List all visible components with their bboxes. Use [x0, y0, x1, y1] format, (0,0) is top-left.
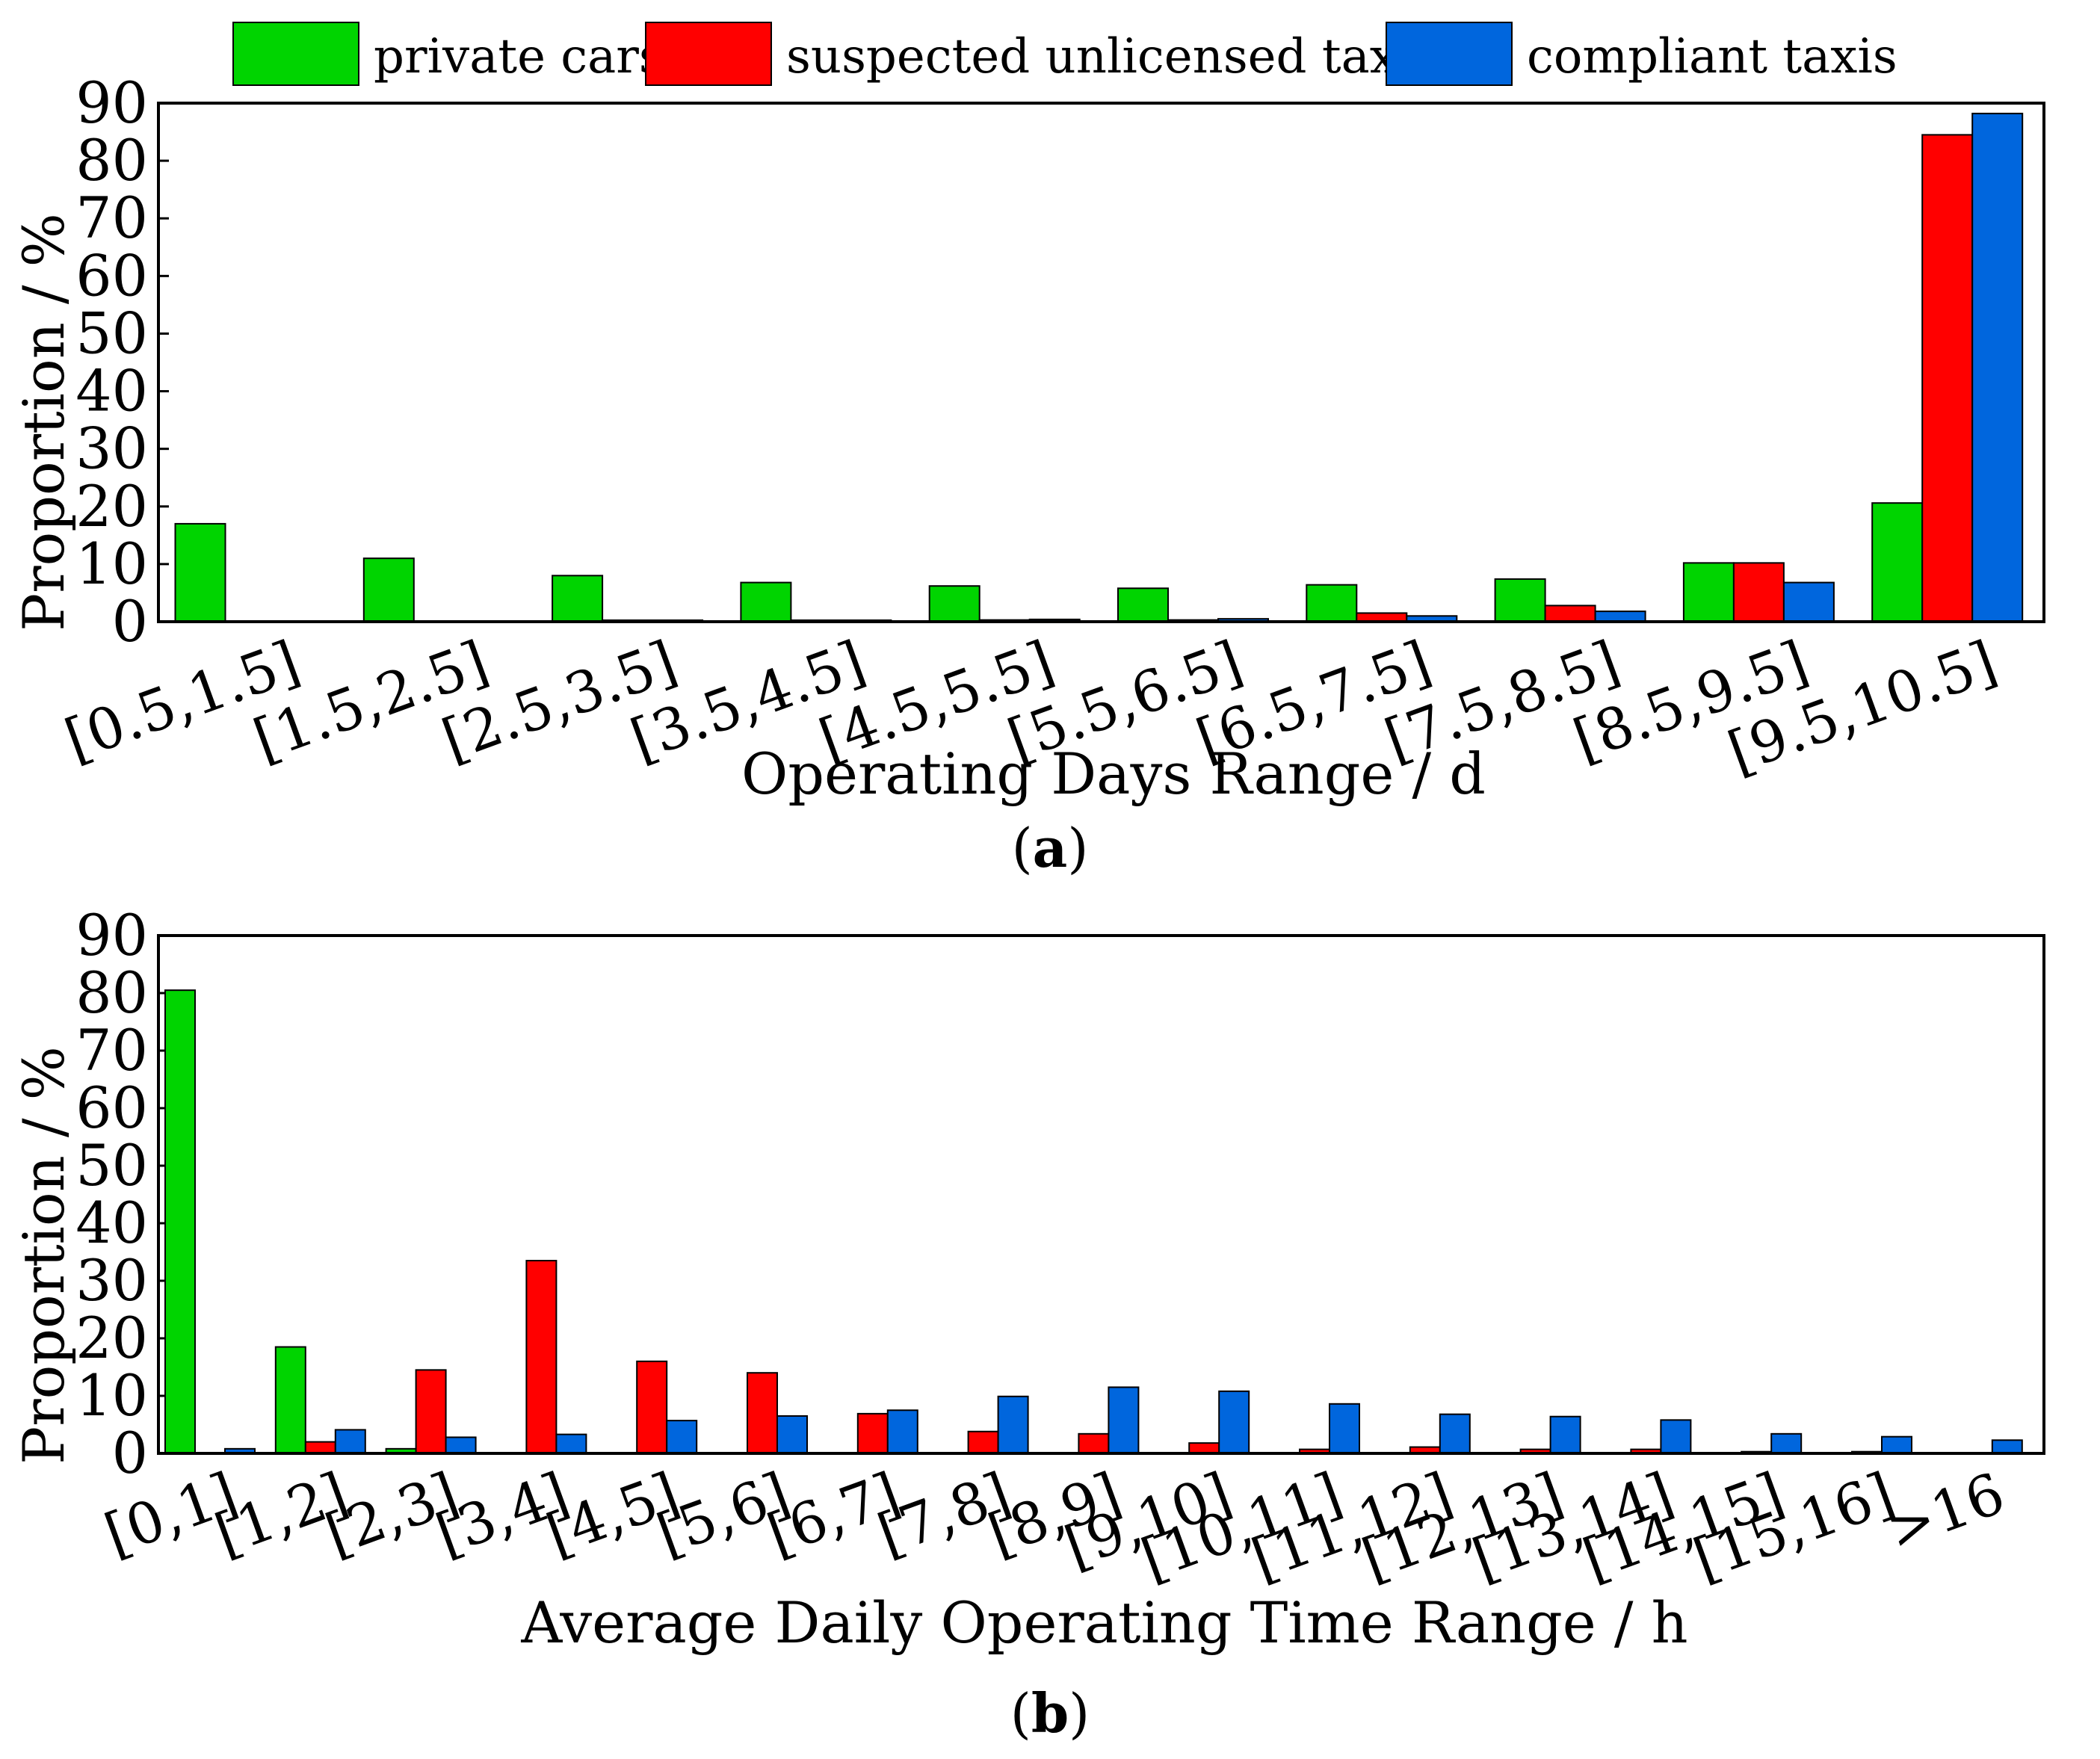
y-axis-label-b: Proportion / % — [10, 1046, 77, 1465]
bar-suspected-unlicensed-taxis — [1732, 562, 1785, 623]
y-tick-label: 40 — [75, 358, 148, 424]
bar-compliant-taxis — [1549, 1415, 1581, 1454]
y-tick-label: 90 — [75, 902, 148, 968]
x-tick-label: >16 — [1877, 1459, 2013, 1562]
y-tick-label: 20 — [75, 473, 148, 540]
y-tick-label: 70 — [75, 1017, 148, 1083]
panel-label-a: (a) — [1012, 816, 1089, 880]
legend-item-suspected-unlicensed-taxis: suspected unlicensed taxis — [645, 22, 1436, 86]
bar-private-cars — [928, 585, 980, 622]
axis-frame — [157, 934, 2045, 1455]
bar-suspected-unlicensed-taxis — [1544, 605, 1596, 622]
bar-private-cars — [1682, 562, 1735, 623]
bar-private-cars — [174, 522, 226, 623]
y-tick-label: 10 — [75, 1362, 148, 1429]
bar-private-cars — [1306, 584, 1358, 622]
bar-compliant-taxis — [1782, 581, 1835, 623]
y-tick-label: 90 — [75, 69, 148, 136]
bar-compliant-taxis — [1971, 112, 2024, 622]
bar-compliant-taxis — [1329, 1403, 1360, 1455]
bar-compliant-taxis — [334, 1429, 366, 1455]
y-tick-label: 50 — [75, 300, 148, 366]
y-tick-label: 50 — [75, 1132, 148, 1199]
bar-compliant-taxis — [1108, 1386, 1140, 1454]
legend: private cars suspected unlicensed taxis … — [232, 22, 1897, 86]
bar-suspected-unlicensed-taxis — [747, 1372, 778, 1454]
y-tick-label: 20 — [75, 1305, 148, 1371]
bar-private-cars — [1494, 578, 1546, 623]
y-tick-label: 60 — [75, 242, 148, 309]
bar-suspected-unlicensed-taxis — [856, 1412, 889, 1454]
y-tick-label: 70 — [75, 185, 148, 251]
y-tick-label: 80 — [75, 959, 148, 1026]
chart-panel-b: Proportion / % 0102030405060708090[0,1][… — [10, 902, 2045, 1745]
bar-suspected-unlicensed-taxis — [1921, 134, 1974, 622]
y-tick-label: 0 — [112, 588, 148, 655]
panel-label-a-letter: a — [1033, 816, 1068, 880]
bar-compliant-taxis — [1594, 610, 1646, 622]
bar-private-cars — [740, 581, 792, 623]
y-axis-label-a: Proportion / % — [10, 213, 77, 631]
y-tick-label: 30 — [75, 1247, 148, 1314]
legend-label-private-cars: private cars — [374, 29, 664, 84]
bar-compliant-taxis — [555, 1433, 587, 1454]
bar-suspected-unlicensed-taxis — [525, 1260, 558, 1455]
bar-compliant-taxis — [1660, 1419, 1692, 1454]
bar-compliant-taxis — [1881, 1435, 1912, 1455]
panel-label-a-close: ) — [1067, 817, 1088, 880]
bar-suspected-unlicensed-taxis — [967, 1430, 999, 1454]
legend-swatch-suspected-unlicensed-taxis — [645, 22, 772, 86]
bar-private-cars — [1871, 502, 1924, 623]
bar-compliant-taxis — [445, 1436, 477, 1454]
bar-compliant-taxis — [1218, 1390, 1250, 1454]
bar-compliant-taxis — [997, 1395, 1029, 1455]
bar-private-cars — [164, 989, 196, 1454]
y-tick-label: 10 — [75, 531, 148, 597]
legend-label-suspected-unlicensed-taxis: suspected unlicensed taxis — [786, 29, 1436, 84]
bar-suspected-unlicensed-taxis — [1078, 1432, 1110, 1454]
legend-item-private-cars: private cars — [232, 22, 664, 86]
panel-label-b-letter: b — [1031, 1681, 1069, 1745]
y-tick-label: 60 — [75, 1075, 148, 1141]
plot-area-b: 0102030405060708090[0,1][1,2][2,3][3,4][… — [75, 902, 2045, 1593]
y-tick-label: 30 — [75, 415, 148, 482]
bar-compliant-taxis — [776, 1415, 808, 1454]
x-axis-label-b: Average Daily Operating Time Range / h — [520, 1589, 1687, 1656]
legend-label-compliant-taxis: compliant taxis — [1527, 29, 1897, 84]
bar-compliant-taxis — [886, 1409, 918, 1454]
bar-compliant-taxis — [1991, 1439, 2023, 1455]
bar-compliant-taxis — [666, 1420, 698, 1454]
bar-compliant-taxis — [1439, 1413, 1471, 1455]
bar-private-cars — [362, 557, 415, 623]
bar-private-cars — [552, 575, 604, 622]
bar-compliant-taxis — [1770, 1432, 1803, 1454]
legend-item-compliant-taxis: compliant taxis — [1386, 22, 1897, 86]
panel-label-a-open: ( — [1012, 817, 1033, 880]
y-tick-label: 80 — [75, 127, 148, 194]
legend-swatch-compliant-taxis — [1386, 22, 1513, 86]
panel-label-b: (b) — [1010, 1681, 1090, 1745]
panel-label-b-close: ) — [1069, 1682, 1090, 1745]
bar-suspected-unlicensed-taxis — [1188, 1442, 1220, 1455]
legend-swatch-private-cars — [232, 22, 359, 86]
bar-private-cars — [1117, 587, 1169, 623]
bar-suspected-unlicensed-taxis — [636, 1360, 668, 1455]
x-axis-label-a: Operating Days Range / d — [741, 741, 1486, 807]
bar-suspected-unlicensed-taxis — [304, 1441, 336, 1454]
chart-panel-a: Proportion / % 0102030405060708090[0.5,1… — [10, 69, 2045, 880]
y-tick-label: 0 — [112, 1420, 148, 1486]
axis-frame — [157, 102, 2045, 623]
plot-area-a: 0102030405060708090[0.5,1.5][1.5,2.5][2.… — [57, 69, 2045, 786]
bar-private-cars — [274, 1346, 306, 1455]
bar-suspected-unlicensed-taxis — [415, 1369, 447, 1454]
y-tick-label: 40 — [75, 1190, 148, 1256]
panel-label-b-open: ( — [1010, 1682, 1031, 1745]
